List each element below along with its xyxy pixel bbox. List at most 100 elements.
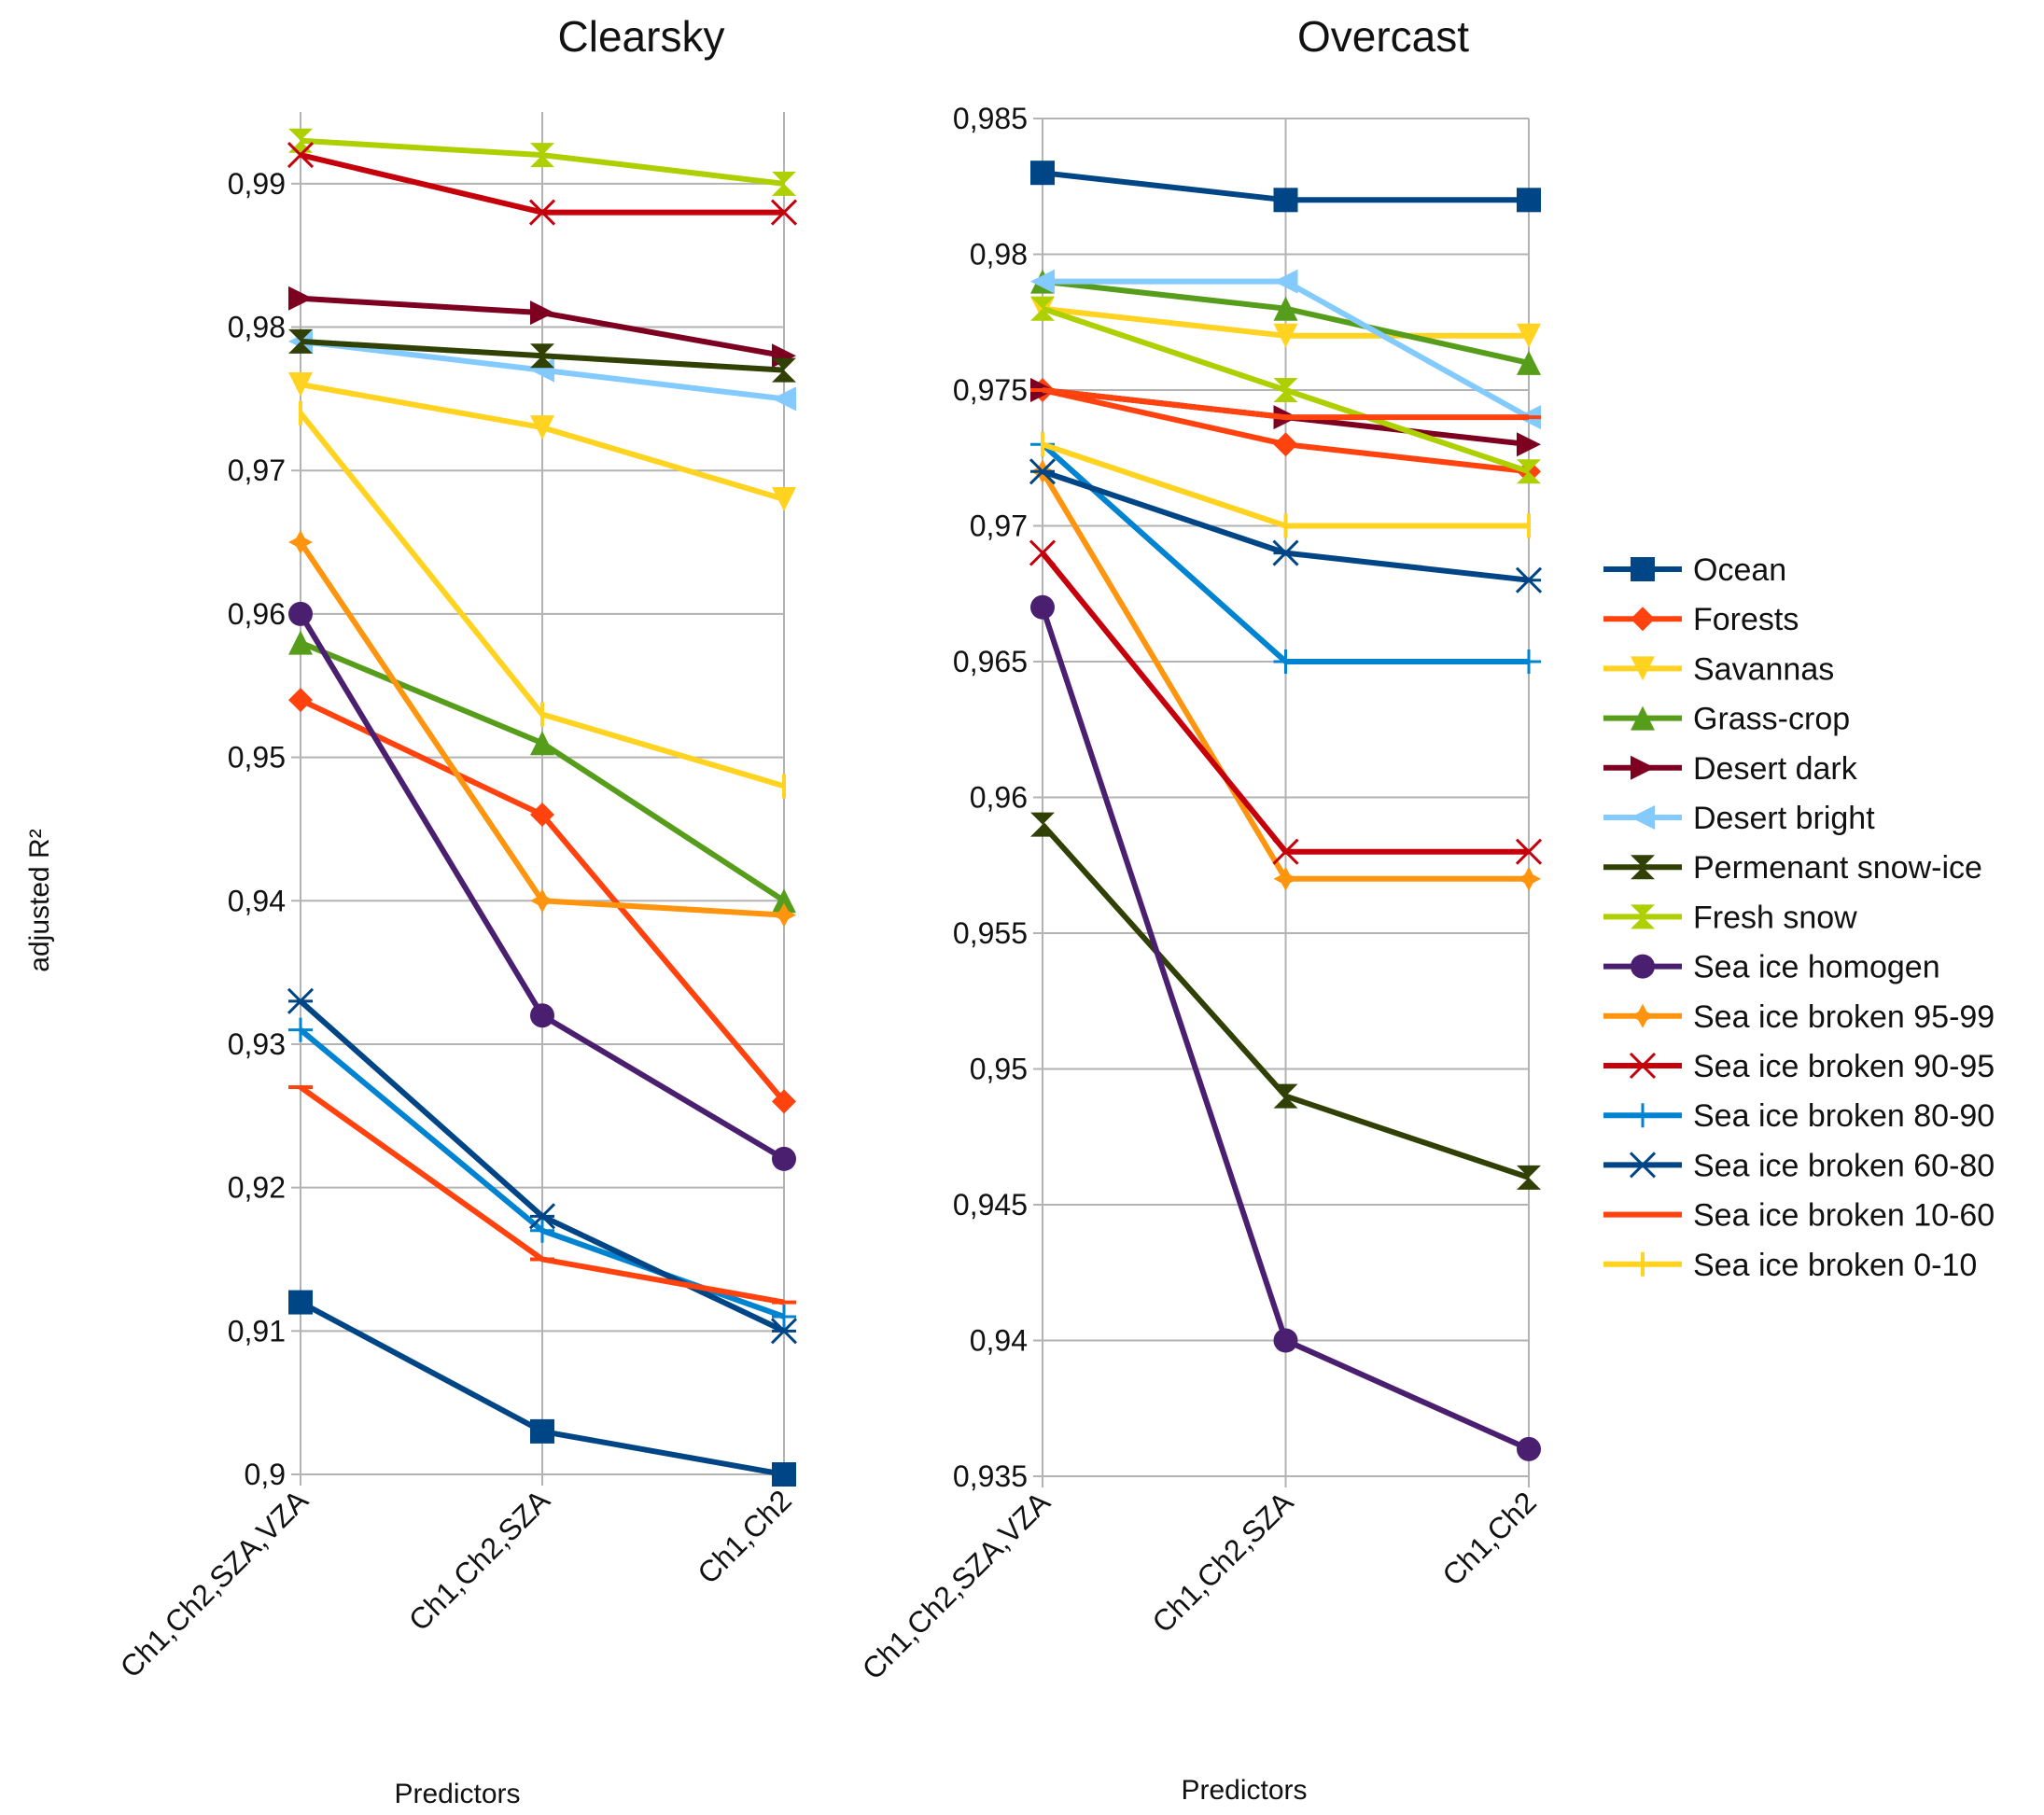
data-point [772, 1304, 796, 1329]
legend-item-sea-ice-broken-10-60: Sea ice broken 10-60 [1603, 1198, 1995, 1234]
data-point [1283, 513, 1288, 538]
data-point [528, 199, 556, 226]
y-axis-label: adjusted R² [24, 829, 55, 971]
data-point [530, 343, 554, 369]
legend-item-sea-ice-broken-95-99: Sea ice broken 95-99 [1603, 999, 1995, 1035]
legend: Ocean Forests Savannas Grass-crop Desert dar… [1603, 552, 1995, 1283]
legend-marker [1631, 755, 1655, 780]
legend-label: Sea ice homogen [1693, 950, 1940, 985]
legend-item-sea-ice-homogen: Sea ice homogen [1603, 950, 1940, 985]
data-point [1515, 566, 1543, 593]
data-point [1041, 432, 1044, 457]
y-tick-label: 0,975 [953, 373, 1028, 407]
y-tick-label: 0,955 [953, 916, 1028, 950]
series-ocean [288, 1290, 796, 1487]
data-point [1273, 866, 1298, 891]
legend-marker [1631, 904, 1655, 929]
y-tick-label: 0,935 [953, 1459, 1028, 1493]
x-tick-label: Ch1,Ch2,SZA [1145, 1485, 1300, 1640]
data-point [1273, 1083, 1298, 1109]
data-point [1273, 649, 1298, 674]
data-point [288, 128, 313, 153]
series-sea-ice-broken-10-60 [288, 1084, 796, 1305]
data-point [1517, 188, 1541, 213]
y-tick-label: 0,94 [970, 1324, 1028, 1358]
x-tick-label: Ch1,Ch2 [691, 1483, 798, 1590]
series-sea-ice-broken-0-10 [1041, 432, 1531, 538]
data-point [1030, 594, 1055, 620]
legend-label: Grass-crop [1693, 702, 1850, 737]
data-point [772, 357, 796, 383]
data-point [1517, 866, 1541, 891]
data-point [1030, 296, 1055, 321]
data-point [530, 803, 554, 828]
data-point [530, 143, 554, 168]
legend-marker [1629, 1052, 1657, 1080]
series-sea-ice-broken-90-95 [1029, 539, 1543, 865]
legend-item-sea-ice-broken-90-95: Sea ice broken 90-95 [1603, 1049, 1995, 1084]
legend-marker [1629, 1152, 1657, 1179]
y-tick-label: 0,91 [228, 1314, 286, 1347]
series-sea-ice-broken-90-95 [287, 142, 798, 226]
data-point [288, 688, 313, 713]
data-point [772, 888, 796, 914]
legend-label: Savannas [1693, 651, 1834, 687]
legend-label: Ocean [1693, 552, 1786, 588]
x-tick-label: Ch1,Ch2 [1435, 1485, 1543, 1592]
data-point [1273, 323, 1298, 348]
y-tick-label: 0,92 [228, 1171, 286, 1205]
legend-marker [1631, 656, 1655, 681]
legend-label: Sea ice broken 80-90 [1693, 1098, 1995, 1134]
data-point [770, 199, 798, 226]
series-sea-ice-broken-10-60 [1030, 387, 1541, 421]
clearsky-panel: Clearsky 0,9 0,91 0,92 0,93 0,94 0,95 0,96 0,97 0… [114, 12, 798, 1809]
series-sea-ice-homogen [288, 601, 796, 1171]
data-point [770, 1318, 798, 1345]
data-point [1029, 458, 1057, 485]
data-point [530, 1003, 554, 1028]
series-savannas [288, 372, 796, 511]
data-point [1517, 415, 1541, 420]
legend-marker [1631, 705, 1655, 731]
x-tick-label: Ch1,Ch2,SZA [402, 1483, 557, 1638]
data-point [1517, 323, 1541, 348]
y-tick-label: 0,97 [228, 454, 286, 487]
overcast-panel: Overcast 0,935 0,94 0,945 0,95 0,955 0,96 0,965… [856, 12, 1543, 1806]
data-point [288, 1017, 313, 1042]
x-tick-label: Ch1,Ch2,SZA,VZA [114, 1483, 315, 1684]
data-point [530, 1218, 554, 1243]
data-point [1029, 539, 1057, 566]
data-point [288, 601, 313, 626]
y-tick-label: 0,99 [228, 167, 286, 201]
data-point [540, 702, 544, 727]
data-point [288, 1085, 313, 1090]
data-point [1273, 296, 1298, 321]
y-tick-label: 0,98 [228, 311, 286, 344]
series-sea-ice-broken-80-90 [1030, 432, 1541, 674]
data-point [530, 415, 554, 440]
y-tick-label: 0,95 [228, 741, 286, 775]
legend-marker [1631, 1003, 1655, 1028]
data-point [772, 1089, 796, 1114]
data-point [772, 1146, 796, 1171]
y-tick-label: 0,945 [953, 1188, 1028, 1222]
legend-item-savannas: Savannas [1603, 651, 1834, 687]
data-point [1517, 1165, 1541, 1190]
legend-label: Desert dark [1693, 751, 1858, 787]
legend-marker [1631, 1103, 1655, 1128]
x-axis-label: Predictors [1181, 1775, 1307, 1806]
y-tick-label: 0,95 [970, 1053, 1028, 1086]
legend-marker [1631, 557, 1655, 581]
legend-item-ocean: Ocean [1603, 552, 1786, 588]
data-point [1273, 188, 1298, 213]
series-sea-ice-broken-0-10 [298, 400, 786, 799]
y-tick-label: 0,9 [245, 1458, 286, 1491]
data-point [772, 902, 796, 928]
legend-marker [1641, 1251, 1645, 1277]
data-point [772, 1462, 796, 1487]
data-point [772, 386, 796, 412]
series-line [300, 137, 785, 187]
series-forests [288, 688, 796, 1114]
data-point [1517, 432, 1541, 457]
y-tick-label: 0,97 [970, 510, 1028, 543]
